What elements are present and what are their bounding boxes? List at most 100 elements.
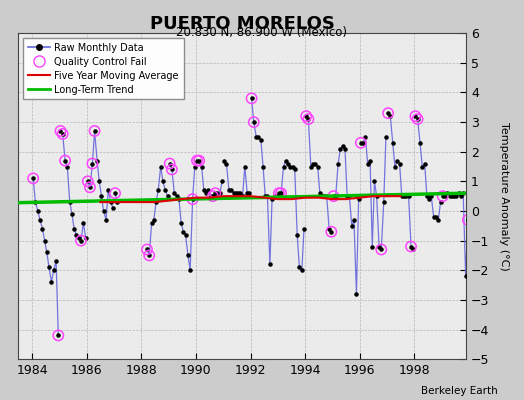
Point	[175, 196, 183, 202]
Point	[38, 226, 47, 232]
Point	[209, 193, 217, 199]
Point	[364, 160, 372, 167]
Point	[111, 190, 119, 196]
Point	[54, 332, 62, 339]
Point	[222, 160, 231, 167]
Point	[411, 113, 420, 119]
Text: Berkeley Earth: Berkeley Earth	[421, 386, 498, 396]
Point	[36, 217, 44, 223]
Point	[339, 142, 347, 149]
Point	[249, 119, 258, 125]
Point	[152, 199, 160, 205]
Point	[418, 163, 427, 170]
Point	[439, 193, 447, 199]
Point	[145, 252, 154, 259]
Point	[315, 190, 324, 196]
Point	[227, 187, 235, 194]
Point	[454, 190, 463, 196]
Point	[66, 199, 74, 205]
Point	[341, 146, 349, 152]
Point	[213, 190, 222, 196]
Point	[40, 238, 49, 244]
Point	[318, 193, 326, 199]
Point	[290, 166, 299, 173]
Point	[143, 246, 151, 253]
Point	[189, 196, 197, 202]
Point	[279, 163, 288, 170]
Y-axis label: Temperature Anomaly (°C): Temperature Anomaly (°C)	[499, 122, 509, 270]
Point	[189, 196, 197, 202]
Point	[79, 220, 88, 226]
Point	[329, 193, 337, 199]
Point	[52, 258, 60, 264]
Point	[218, 178, 226, 184]
Point	[70, 226, 78, 232]
Point	[74, 234, 83, 241]
Point	[464, 217, 472, 223]
Point	[59, 131, 67, 137]
Point	[102, 217, 110, 223]
Point	[195, 157, 203, 164]
Point	[268, 196, 276, 202]
Point	[179, 228, 188, 235]
Point	[334, 160, 342, 167]
Point	[281, 157, 290, 164]
Point	[216, 190, 224, 196]
Point	[61, 157, 69, 164]
Point	[275, 190, 283, 196]
Point	[181, 232, 190, 238]
Point	[416, 140, 424, 146]
Point	[354, 196, 363, 202]
Point	[88, 160, 96, 167]
Point	[63, 163, 71, 170]
Point	[259, 163, 267, 170]
Legend: Raw Monthly Data, Quality Control Fail, Five Year Moving Average, Long-Term Tren: Raw Monthly Data, Quality Control Fail, …	[23, 38, 184, 100]
Point	[302, 113, 310, 119]
Point	[270, 193, 279, 199]
Point	[393, 157, 401, 164]
Point	[288, 163, 297, 170]
Point	[93, 157, 101, 164]
Point	[47, 279, 56, 285]
Point	[143, 246, 151, 253]
Point	[402, 193, 411, 199]
Point	[350, 217, 358, 223]
Point	[420, 160, 429, 167]
Point	[307, 163, 315, 170]
Point	[332, 193, 340, 199]
Point	[368, 243, 376, 250]
Point	[234, 190, 242, 196]
Point	[111, 190, 119, 196]
Point	[464, 217, 472, 223]
Point	[206, 193, 215, 199]
Point	[304, 116, 313, 122]
Point	[277, 190, 285, 196]
Point	[184, 252, 192, 259]
Point	[407, 243, 415, 250]
Point	[88, 160, 96, 167]
Point	[295, 264, 303, 270]
Point	[195, 157, 203, 164]
Point	[236, 190, 244, 196]
Point	[377, 246, 386, 253]
Point	[432, 214, 440, 220]
Point	[209, 193, 217, 199]
Point	[300, 226, 308, 232]
Point	[145, 252, 154, 259]
Point	[396, 160, 404, 167]
Point	[325, 226, 333, 232]
Point	[304, 116, 313, 122]
Point	[443, 190, 452, 196]
Point	[357, 140, 365, 146]
Point	[379, 199, 388, 205]
Point	[313, 163, 322, 170]
Point	[238, 193, 247, 199]
Title: PUERTO MORELOS: PUERTO MORELOS	[150, 15, 335, 33]
Point	[113, 199, 122, 205]
Point	[243, 190, 252, 196]
Point	[407, 243, 415, 250]
Point	[384, 110, 392, 116]
Point	[245, 190, 254, 196]
Point	[106, 199, 115, 205]
Point	[147, 220, 156, 226]
